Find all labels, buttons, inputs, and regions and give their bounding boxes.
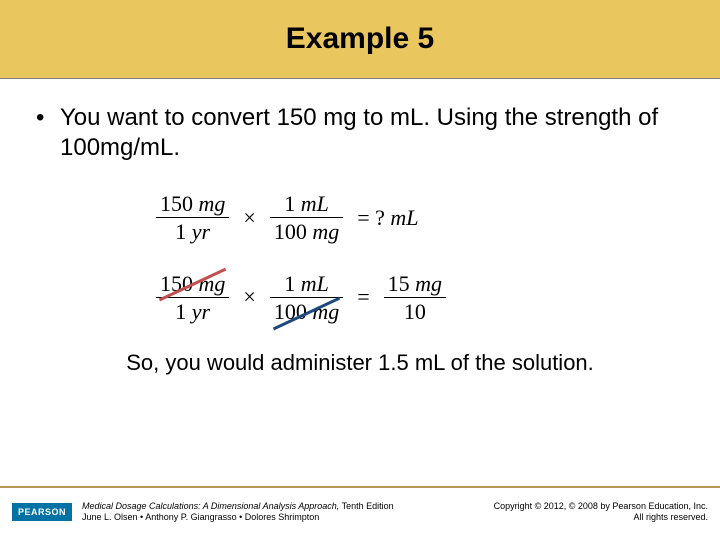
eq2-f2-num-val: 1 [284, 271, 295, 296]
eq1-fraction-2: 1 mL 100 mg [270, 191, 343, 245]
eq1-f2-num-unit: mL [301, 191, 329, 216]
eq1-f1-den-unit: yr [192, 219, 210, 244]
equals-icon: = [343, 284, 383, 310]
footer-left: PEARSON Medical Dosage Calculations: A D… [12, 501, 394, 524]
pearson-logo: PEARSON [12, 503, 72, 521]
eq2-fraction-2: 1 mL 100 mg [270, 271, 343, 325]
eq2-r-num-val: 15 [388, 271, 410, 296]
bullet-item: • You want to convert 150 mg to mL. Usin… [36, 103, 684, 163]
eq2-r-den: 10 [400, 299, 430, 324]
footer: PEARSON Medical Dosage Calculations: A D… [0, 488, 720, 540]
eq2-fraction-1: 150 mg 1 yr [156, 271, 229, 325]
eq1-f2-den-val: 100 [274, 219, 307, 244]
equations-block: 150 mg 1 yr × 1 mL 100 mg = ? mL 150 mg [156, 191, 684, 324]
book-edition: Tenth Edition [339, 501, 393, 511]
eq1-f1-num-val: 150 [160, 191, 193, 216]
equation-2: 150 mg 1 yr × 1 mL 100 mg = [156, 271, 684, 325]
slide-title: Example 5 [286, 22, 434, 56]
footer-right: Copyright © 2012, © 2008 by Pearson Educ… [494, 501, 708, 524]
footer-citation: Medical Dosage Calculations: A Dimension… [82, 501, 394, 524]
eq2-f1-den-unit: yr [192, 299, 210, 324]
eq1-f2-den-unit: mg [312, 219, 339, 244]
body-area: • You want to convert 150 mg to mL. Usin… [0, 79, 720, 376]
copyright-line-2: All rights reserved. [494, 512, 708, 523]
conclusion-text: So, you would administer 1.5 mL of the s… [36, 350, 684, 376]
eq2-f2-den-struck: 100 mg [274, 299, 339, 324]
times-icon: × [229, 284, 269, 310]
book-authors: June L. Olsen • Anthony P. Giangrasso • … [82, 512, 394, 523]
equation-1: 150 mg 1 yr × 1 mL 100 mg = ? mL [156, 191, 684, 245]
eq1-f1-den-val: 1 [175, 219, 186, 244]
eq2-r-num-unit: mg [415, 271, 442, 296]
eq1-f1-num-unit: mg [199, 191, 226, 216]
eq1-f2-num-val: 1 [284, 191, 295, 216]
eq2-f1-den-val: 1 [175, 299, 186, 324]
times-icon: × [229, 205, 269, 231]
book-title: Medical Dosage Calculations: A Dimension… [82, 501, 339, 511]
eq2-result-fraction: 15 mg 10 [384, 271, 446, 325]
eq1-fraction-1: 150 mg 1 yr [156, 191, 229, 245]
eq2-f2-num-unit: mL [301, 271, 329, 296]
bullet-text: You want to convert 150 mg to mL. Using … [60, 103, 684, 163]
title-bar: Example 5 [0, 0, 720, 78]
eq1-rhs: = ? mL [343, 205, 432, 231]
bullet-dot: • [36, 103, 60, 163]
copyright-line-1: Copyright © 2012, © 2008 by Pearson Educ… [494, 501, 708, 512]
eq2-f1-num-struck: 150 mg [160, 271, 225, 296]
